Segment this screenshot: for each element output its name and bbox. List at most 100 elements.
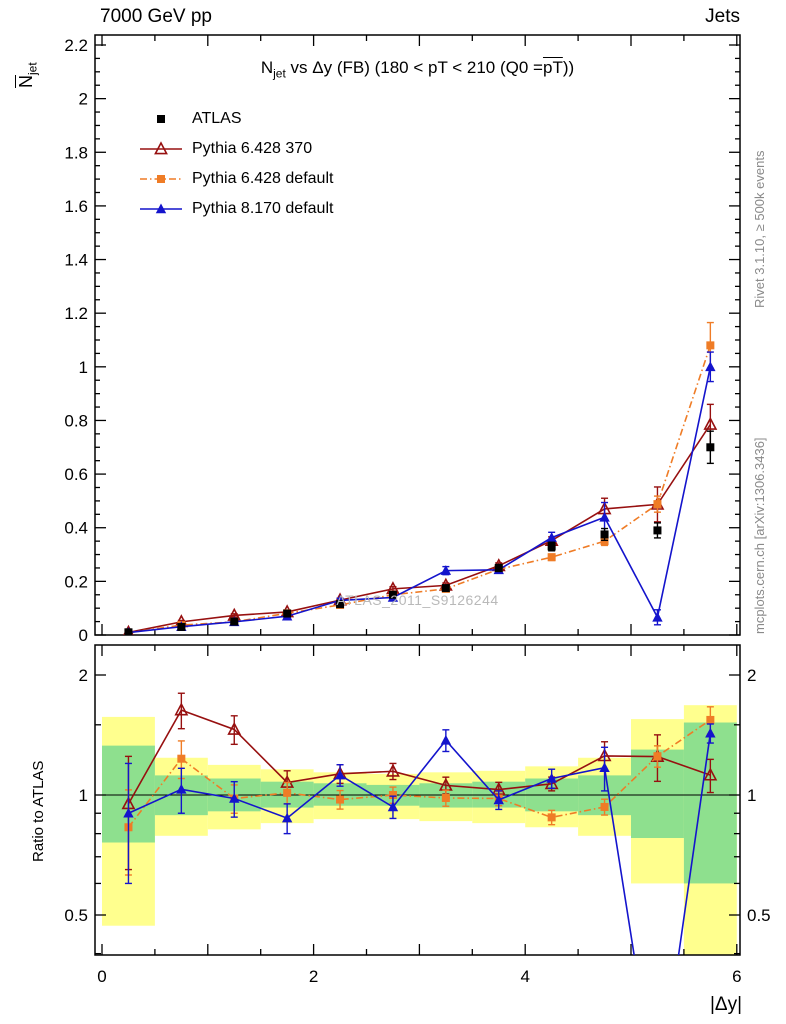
data-point-marker <box>227 721 242 735</box>
data-point-marker <box>388 590 397 599</box>
data-point-marker <box>547 553 556 562</box>
legend-marker-icon <box>140 141 182 155</box>
data-point-marker <box>706 715 715 724</box>
tick-label: 1.2 <box>64 304 88 323</box>
legend-label: Pythia 8.170 default <box>192 200 334 217</box>
data-point-marker <box>283 788 292 797</box>
data-point-marker <box>441 584 450 593</box>
ratio-y-axis-title: Ratio to ATLAS <box>30 760 47 862</box>
tick-label: 2 <box>747 666 756 685</box>
axis-tick-labels: 0 0.2 0.4 0.6 0.8 1 1.2 1.4 1.6 1.8 2 2.2 0.5 0.5 1 1 2 2… <box>64 36 770 986</box>
ratio-panel-frame <box>94 644 741 956</box>
tick-label: 1 <box>79 786 88 805</box>
main-series-pythia-6-428-default <box>124 321 715 635</box>
x-axis-title: |Δy| <box>709 994 742 1015</box>
tick-label: 0 <box>97 967 106 986</box>
data-point-marker <box>387 801 399 812</box>
data-point-marker <box>440 734 452 745</box>
data-point-marker <box>653 752 662 761</box>
data-point-marker <box>174 702 189 716</box>
data-point-marker <box>653 500 662 509</box>
data-point-marker <box>336 600 345 609</box>
tick-label: 1 <box>747 786 756 805</box>
data-point-marker <box>440 565 452 575</box>
axis-ticks <box>95 35 740 955</box>
tick-label: 0.5 <box>64 906 88 925</box>
legend-item: Pythia 8.170 default <box>138 194 333 224</box>
tick-label: 0.2 <box>64 572 88 591</box>
data-point-marker <box>599 762 610 773</box>
tick-label: 0.6 <box>64 465 88 484</box>
tick-label: 1 <box>79 358 88 377</box>
main-panel-frame <box>94 34 741 636</box>
ratio-uncertainty-bands <box>102 705 737 955</box>
data-point-marker <box>546 532 557 542</box>
data-point-marker <box>177 622 186 631</box>
legend-label: ATLAS <box>192 110 242 127</box>
legend-label: Pythia 6.428 default <box>192 170 334 187</box>
data-point-marker <box>388 791 397 799</box>
data-point-marker <box>177 754 186 763</box>
tick-label: 1.6 <box>64 197 88 216</box>
data-point-marker <box>706 341 715 350</box>
data-point-marker <box>600 530 609 539</box>
mcplots-citation-note: mcplots.cern.ch [arXiv:1306.3436] <box>752 437 767 634</box>
tick-label: 6 <box>732 967 741 986</box>
data-point-marker <box>546 772 557 783</box>
data-point-marker <box>652 611 663 622</box>
rivet-version-note: Rivet 3.1.10, ≥ 500k events <box>752 150 767 308</box>
analysis-id-watermark: ATLAS_2011_S9126244 <box>336 592 499 608</box>
plot-title: Njet vs Δy (FB) (180 < pT < 210 (Q0 =pT)… <box>260 58 575 81</box>
tick-label: 2 <box>309 967 318 986</box>
data-point-marker <box>494 563 503 572</box>
analysis-group-label: Jets <box>705 6 740 27</box>
data-point-marker <box>705 727 716 738</box>
data-point-marker <box>334 769 346 780</box>
beam-energy-label: 7000 GeV pp <box>100 6 212 27</box>
data-point-marker <box>281 812 293 823</box>
data-point-marker <box>547 813 556 822</box>
tick-label: 1.4 <box>64 251 88 270</box>
tick-label: 1.8 <box>64 143 88 162</box>
tick-label: 2.2 <box>64 36 88 55</box>
legend-marker-icon <box>140 203 182 214</box>
data-point-marker <box>705 361 716 372</box>
ratio-series-pythia-6-428-default <box>124 706 715 876</box>
main-series-atlas <box>124 430 715 635</box>
data-point-marker <box>336 795 345 804</box>
data-point-marker <box>123 807 134 818</box>
data-point-marker <box>703 416 718 430</box>
legend-marker-icon <box>140 175 182 183</box>
data-point-marker <box>176 783 187 794</box>
tick-label: 4 <box>520 967 529 986</box>
data-point-marker <box>386 763 400 777</box>
tick-label: 0.8 <box>64 411 88 430</box>
data-point-marker <box>547 542 556 551</box>
legend-item: ATLAS <box>138 104 333 134</box>
data-point-marker <box>283 609 292 618</box>
legend-label: Pythia 6.428 370 <box>192 140 313 157</box>
data-point-marker <box>230 617 239 626</box>
data-point-marker <box>599 511 610 522</box>
tick-label: 0.4 <box>64 519 88 538</box>
tick-label: 2 <box>79 90 88 109</box>
data-point-marker <box>703 767 718 781</box>
data-point-marker <box>600 802 609 811</box>
ratio-series-pythia-8-170-default <box>123 723 716 955</box>
data-point-marker <box>229 792 240 803</box>
tick-label: 0.5 <box>747 906 771 925</box>
data-point-marker <box>600 537 609 546</box>
tick-label: 2 <box>79 666 88 685</box>
legend-marker-icon <box>157 115 165 123</box>
tick-label: 0 <box>79 626 88 645</box>
data-point-marker <box>706 443 715 452</box>
legend-item: Pythia 6.428 370 <box>138 134 333 164</box>
data-point-marker <box>653 526 662 535</box>
data-point-marker <box>441 793 450 802</box>
data-point-marker <box>493 794 504 805</box>
legend: ATLAS Pythia 6.428 370 Pythia 6.428 defaul… <box>138 104 333 224</box>
legend-item: Pythia 6.428 default <box>138 164 333 194</box>
data-point-marker <box>124 628 133 635</box>
